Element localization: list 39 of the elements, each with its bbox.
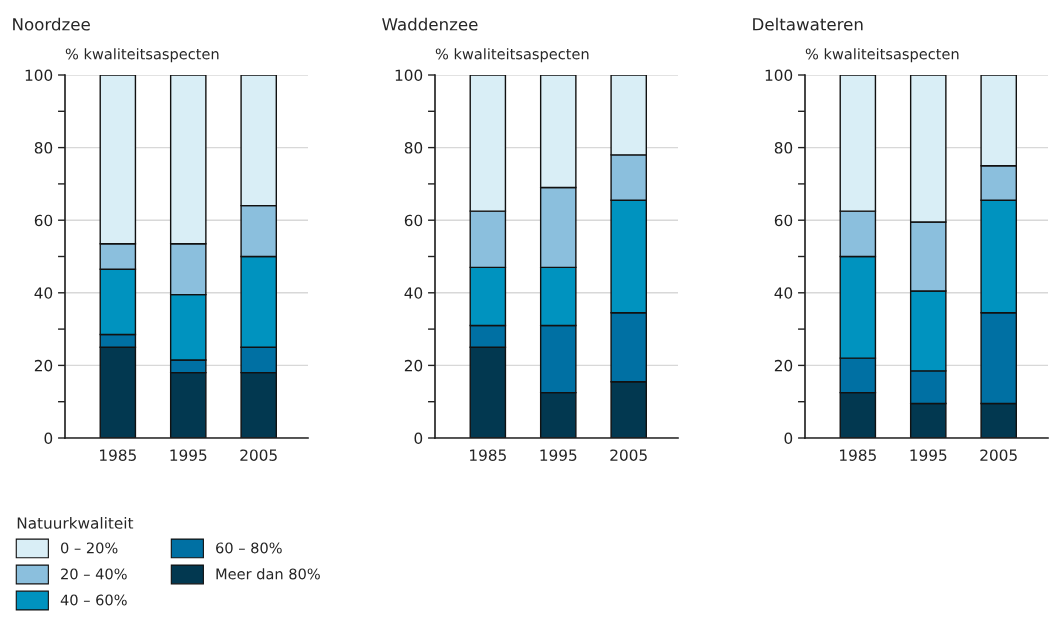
y-tick-label: 40: [34, 287, 53, 299]
y-axis-title: % kwaliteitsaspecten: [435, 48, 589, 63]
y-tick-label: 60: [34, 214, 53, 227]
y-axis-title: % kwaliteitsaspecten: [805, 48, 959, 63]
x-tick-label: 1985: [100, 449, 136, 461]
y-tick-label: 80: [34, 142, 53, 154]
chart-title: Deltawateren: [753, 17, 863, 31]
y-tick-label: 100: [395, 69, 423, 82]
y-tick-label: 0: [784, 432, 793, 445]
legend-label: 60 – 80%: [216, 542, 282, 554]
x-tick-label: 1995: [540, 449, 577, 461]
x-tick-label: 2005: [240, 449, 277, 461]
x-tick-label: 2005: [980, 449, 1017, 461]
chart-title: Waddenzee: [382, 17, 478, 31]
y-tick-label: 60: [404, 214, 423, 227]
y-tick-label: 100: [25, 69, 53, 82]
x-tick-label: 1995: [910, 449, 947, 461]
y-tick-label: 20: [774, 359, 793, 372]
y-tick-label: 40: [774, 287, 793, 299]
legend-label: 0 – 20%: [60, 542, 118, 554]
legend-title: Natuurkwaliteit: [17, 517, 134, 529]
y-tick-label: 20: [34, 359, 53, 372]
y-tick-label: 0: [414, 432, 423, 445]
y-tick-label: 20: [404, 359, 423, 372]
x-tick-label: 1995: [170, 449, 207, 461]
y-tick-label: 80: [774, 142, 793, 154]
x-tick-label: 1985: [470, 449, 506, 461]
y-tick-label: 60: [774, 214, 793, 227]
legend-label: Meer dan 80%: [216, 568, 320, 580]
y-tick-label: 0: [44, 432, 53, 445]
chart-title: Noordzee: [13, 17, 90, 31]
y-tick-label: 100: [765, 69, 793, 82]
legend-label: 20 – 40%: [61, 568, 127, 580]
y-tick-label: 40: [404, 287, 423, 299]
y-tick-label: 80: [404, 142, 423, 154]
y-axis-title: % kwaliteitsaspecten: [65, 48, 219, 63]
x-tick-label: 2005: [610, 449, 647, 461]
x-tick-label: 1985: [840, 449, 876, 461]
legend-label: 40 – 60%: [60, 594, 127, 606]
